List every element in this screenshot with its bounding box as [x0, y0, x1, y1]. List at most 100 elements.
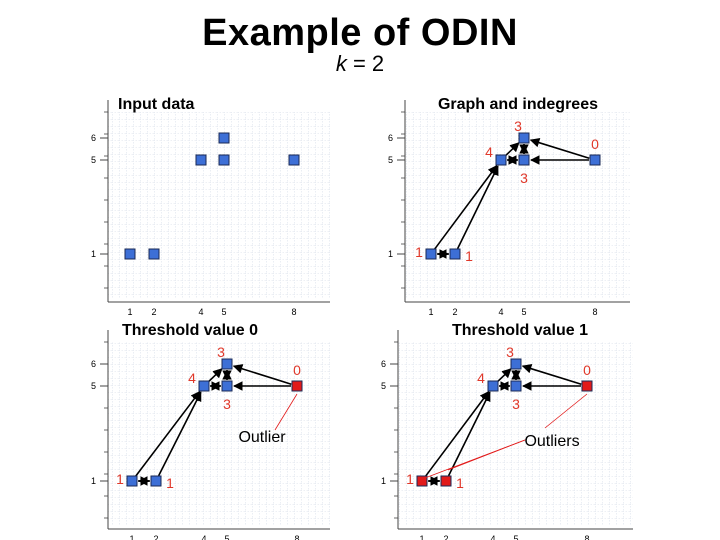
indegree-label: 0 [591, 136, 599, 152]
x-tick-label: 8 [294, 534, 299, 540]
panel-title: Graph and indegrees [438, 96, 598, 113]
panel-title: Threshold value 0 [122, 322, 258, 339]
indegree-label: 4 [477, 370, 485, 386]
data-point [589, 154, 601, 166]
edge-A-to-C [433, 164, 498, 250]
data-point [425, 248, 437, 260]
y-tick-label: 5 [91, 155, 96, 165]
edge-C-to-E [504, 142, 520, 157]
indegree-label: 1 [406, 471, 414, 487]
indegree-label: 3 [512, 396, 520, 412]
indegree-label: 1 [415, 244, 423, 260]
outlier-point [440, 475, 452, 487]
x-tick-label: 1 [127, 307, 132, 317]
data-point [148, 248, 160, 260]
indegree-label: 1 [116, 471, 124, 487]
data-point [218, 154, 230, 166]
edge-B-to-C [447, 391, 491, 476]
outlier-point [416, 475, 428, 487]
data-point [221, 380, 233, 392]
data-point [195, 154, 207, 166]
x-tick-label: 4 [201, 534, 206, 540]
data-point [487, 380, 499, 392]
y-tick-label: 5 [381, 381, 386, 391]
edge-A-to-C [134, 390, 201, 477]
outlier-callout: Outlier [238, 429, 286, 446]
x-tick-label: 4 [490, 534, 495, 540]
y-tick-label: 5 [388, 155, 393, 165]
edge-F-to-E [521, 364, 582, 385]
x-tick-label: 2 [153, 534, 158, 540]
slide-title: Example of ODIN [202, 12, 518, 54]
data-point [449, 248, 461, 260]
y-tick-label: 1 [388, 249, 393, 259]
indegree-label: 3 [520, 170, 528, 186]
slide-subtitle: k = 2 [0, 51, 720, 77]
data-point [510, 358, 522, 370]
indegree-label: 3 [514, 118, 522, 134]
x-tick-label: 2 [452, 307, 457, 317]
data-point [518, 154, 530, 166]
panel-t1: Threshold value 1 1 2 4 5 8 1 5 6 1 1 4 3 3 0 Outliers [381, 322, 633, 540]
data-point [221, 358, 233, 370]
data-point [288, 154, 300, 166]
x-tick-label: 1 [419, 534, 424, 540]
data-point [198, 380, 210, 392]
data-point [218, 132, 230, 144]
indegree-label: 3 [217, 344, 225, 360]
indegree-label: 4 [485, 144, 493, 160]
indegree-label: 3 [506, 344, 514, 360]
outlier-point [581, 380, 593, 392]
indegree-label: 1 [465, 248, 473, 264]
panel-input: Input data 1 2 4 5 8 1 5 6 [91, 96, 330, 317]
edge-A-to-C [424, 390, 490, 477]
data-point [518, 132, 530, 144]
panel-graph: Graph and indegrees 1 2 4 5 8 1 5 6 1 1 4 3 3 0 [388, 96, 630, 317]
x-tick-label: 8 [592, 307, 597, 317]
panel-t0: Threshold value 0 1 2 4 5 8 1 5 6 1 1 4 3 3 0 Outlier [91, 322, 330, 540]
x-tick-label: 1 [129, 534, 134, 540]
indegree-label: 0 [583, 362, 591, 378]
indegree-label: 3 [223, 396, 231, 412]
y-tick-label: 1 [381, 476, 386, 486]
callout-pointer [424, 439, 526, 479]
x-tick-label: 4 [498, 307, 503, 317]
indegree-label: 0 [293, 362, 301, 378]
outlier-point [291, 380, 303, 392]
x-tick-label: 5 [521, 307, 526, 317]
data-point [126, 475, 138, 487]
y-tick-label: 6 [91, 359, 96, 369]
indegree-label: 1 [456, 475, 464, 491]
panel-title: Input data [118, 96, 195, 113]
edge-C-to-E [207, 368, 223, 383]
edge-F-to-E [529, 138, 590, 159]
data-point [495, 154, 507, 166]
edge-B-to-C [456, 165, 499, 249]
data-point [124, 248, 136, 260]
x-tick-label: 5 [224, 534, 229, 540]
x-tick-label: 8 [291, 307, 296, 317]
x-tick-label: 2 [151, 307, 156, 317]
outlier-callout: Outliers [524, 433, 579, 450]
y-tick-label: 6 [91, 133, 96, 143]
panel-title: Threshold value 1 [452, 322, 588, 339]
y-tick-label: 6 [388, 133, 393, 143]
x-tick-label: 8 [584, 534, 589, 540]
indegree-label: 4 [188, 370, 196, 386]
x-tick-label: 5 [221, 307, 226, 317]
data-point [510, 380, 522, 392]
edge-C-to-E [496, 368, 512, 383]
x-tick-label: 2 [443, 534, 448, 540]
edge-F-to-E [232, 364, 292, 385]
indegree-label: 1 [166, 475, 174, 491]
x-tick-label: 1 [428, 307, 433, 317]
x-tick-label: 4 [198, 307, 203, 317]
callout-pointer [544, 393, 588, 429]
k-variable: k [335, 51, 347, 76]
edge-B-to-C [157, 391, 202, 477]
x-tick-label: 5 [513, 534, 518, 540]
data-point [150, 475, 162, 487]
y-tick-label: 1 [91, 476, 96, 486]
k-value: = 2 [346, 51, 385, 76]
